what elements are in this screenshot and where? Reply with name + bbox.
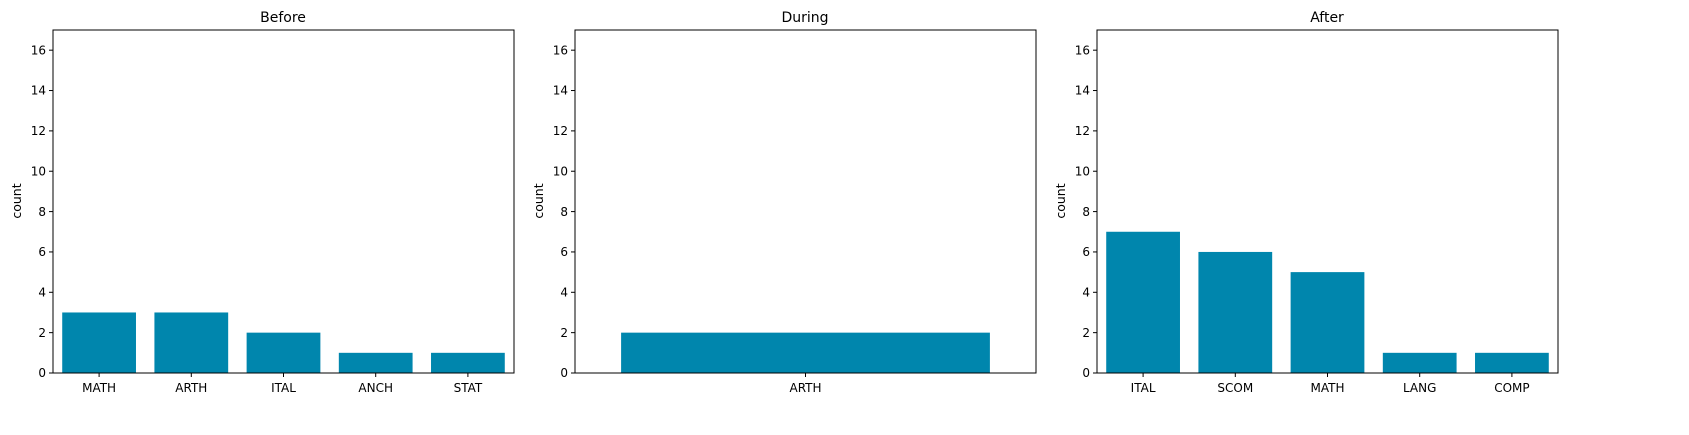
y-tick-label: 0 [1082, 366, 1090, 380]
plot-area: 0 2 4 6 8 10 12 14 16 MATH ARTH ITAL ANCH STAT [31, 29, 515, 395]
x-tick-label: ARTH [789, 381, 821, 395]
y-axis-label: count [531, 183, 546, 218]
y-tick-label: 12 [1075, 124, 1090, 138]
y-tick-label: 2 [560, 326, 568, 340]
plot-area: 0 2 4 6 8 10 12 14 16 ITAL SCOM MATH LANG COMP [1075, 29, 1559, 395]
x-tick-label: SCOM [1217, 381, 1253, 395]
bar-anch [338, 352, 413, 373]
chart-panel-before: Before count 0 2 4 6 8 10 12 14 16 MATH ARTH ITAL AN… [9, 10, 515, 395]
x-tick-label: LANG [1403, 381, 1436, 395]
y-tick-label: 4 [1082, 285, 1090, 299]
y-tick-label: 8 [38, 205, 46, 219]
y-tick-label: 14 [553, 84, 568, 98]
x-tick-label: MATH [1311, 381, 1345, 395]
y-tick-label: 16 [31, 43, 46, 57]
bar-ital [246, 332, 321, 373]
y-tick-label: 16 [1075, 43, 1090, 57]
x-tick-label: ANCH [358, 381, 393, 395]
y-axis-label: count [9, 183, 24, 218]
y-tick-label: 2 [38, 326, 46, 340]
x-tick-label: ARTH [175, 381, 207, 395]
bar-ital [1106, 231, 1180, 373]
y-tick-label: 10 [31, 164, 46, 178]
x-tick-label: ITAL [1131, 381, 1156, 395]
x-tick-label: ITAL [271, 381, 296, 395]
bar-math [62, 312, 136, 373]
y-tick-label: 6 [38, 245, 46, 259]
chart-panel-during: During count 0 2 4 6 8 10 12 14 16 ARTH [531, 10, 1037, 395]
y-tick-label: 6 [1082, 245, 1090, 259]
bar-stat [431, 352, 505, 373]
bar-math [1290, 272, 1365, 373]
bar-arth [154, 312, 229, 373]
x-tick-label: MATH [82, 381, 116, 395]
chart-title: During [781, 10, 828, 26]
plot-area: 0 2 4 6 8 10 12 14 16 ARTH [553, 29, 1037, 395]
y-tick-label: 8 [560, 205, 568, 219]
y-axis-label: count [1053, 183, 1068, 218]
y-tick-label: 12 [31, 124, 46, 138]
y-tick-label: 14 [1075, 84, 1090, 98]
chart-panel-after: After count 0 2 4 6 8 10 12 14 16 ITAL SCOM MATH LAN… [1053, 10, 1559, 395]
y-tick-label: 16 [553, 43, 568, 57]
y-tick-label: 10 [1075, 164, 1090, 178]
y-tick-label: 14 [31, 84, 46, 98]
y-tick-label: 12 [553, 124, 568, 138]
y-tick-label: 8 [1082, 205, 1090, 219]
y-tick-label: 4 [38, 285, 46, 299]
y-tick-label: 4 [560, 285, 568, 299]
chart-title: After [1310, 10, 1344, 26]
x-tick-label: STAT [454, 381, 483, 395]
bar-scom [1198, 251, 1273, 373]
bar-arth [621, 332, 990, 373]
y-tick-label: 10 [553, 164, 568, 178]
bar-lang [1382, 352, 1457, 373]
y-tick-label: 0 [38, 366, 46, 380]
bar-comp [1475, 352, 1549, 373]
chart-title: Before [260, 10, 306, 26]
y-tick-label: 0 [560, 366, 568, 380]
y-tick-label: 6 [560, 245, 568, 259]
y-tick-label: 2 [1082, 326, 1090, 340]
x-tick-label: COMP [1494, 381, 1529, 395]
